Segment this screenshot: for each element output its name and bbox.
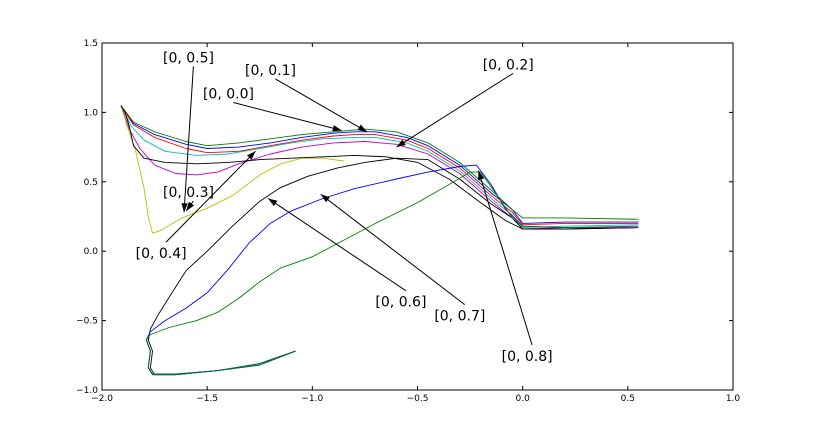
y-tick-label-0: −1.0: [76, 386, 98, 396]
series-line-2: [120, 105, 639, 226]
x-tick-label-2: −1.0: [301, 394, 323, 404]
annotation-label-3: [0, 0.3]: [163, 185, 214, 201]
annotation-arrow-1: [275, 78, 368, 133]
series-line-5: [120, 105, 344, 234]
y-tick-label-2: 0.0: [84, 247, 99, 257]
annotation-arrow-8: [478, 170, 533, 345]
annotation-label-0: [0, 0.0]: [203, 87, 254, 103]
annotation-arrow-5: [183, 66, 194, 213]
series-line-6: [120, 105, 639, 230]
annotation-label-4: [0, 0.4]: [136, 246, 187, 262]
x-tick-label-1: −1.5: [196, 394, 218, 404]
tick-layer: −2.0 −1.5 −1.0 −0.5 0.0 0.5 1.0 −1.0 −0.5 0.0 0.5 1…: [76, 39, 740, 404]
annotation-arrowhead-6: [268, 198, 278, 207]
annotation-label-5: [0, 0.5]: [163, 50, 214, 66]
x-tick-label-0: −2.0: [91, 394, 113, 404]
annotation-arrowhead-4: [246, 151, 256, 160]
annotation-arrow-0: [233, 102, 342, 131]
x-tick-label-5: 0.5: [621, 394, 635, 404]
annotation-arrowhead-0: [332, 125, 342, 132]
annotation-arrowhead-2: [396, 139, 406, 148]
y-tick-label-4: 1.0: [84, 108, 99, 118]
series-line-7: [147, 157, 639, 376]
annotation-arrowhead-5: [181, 203, 188, 213]
annotation-arrow-6: [267, 198, 407, 292]
annotation-label-6: [0, 0.6]: [375, 295, 426, 311]
annotation-label-8: [0, 0.8]: [502, 349, 553, 365]
annotation-label-7: [0, 0.7]: [434, 309, 485, 325]
x-tick-label-6: 1.0: [726, 394, 741, 404]
annotation-arrowhead-8: [478, 170, 485, 181]
x-tick-label-3: −0.5: [407, 394, 429, 404]
annotation-label-2: [0, 0.2]: [483, 57, 534, 73]
y-tick-label-3: 0.5: [84, 178, 98, 188]
y-tick-label-1: −0.5: [76, 317, 98, 327]
series-line-10: [145, 339, 296, 375]
y-tick-label-5: 1.5: [84, 39, 98, 49]
annotation-arrowhead-3: [186, 201, 195, 211]
annotation-arrow-4: [165, 150, 256, 243]
annotation-arrowhead-1: [357, 124, 368, 132]
series-layer: [120, 105, 639, 376]
annotation-label-1: [0, 0.1]: [245, 63, 296, 79]
annotation-arrow-2: [396, 72, 514, 148]
annotation-arrowhead-7: [320, 194, 330, 203]
annotation-layer: [0, 0.0] [0, 0.1] [0, 0.2] [0, 0.3] [0, 0.4]…: [136, 50, 553, 364]
series-line-1: [120, 105, 639, 220]
series-line-3: [120, 105, 639, 229]
x-tick-label-4: 0.0: [516, 394, 531, 404]
annotation-arrow-7: [320, 193, 466, 305]
